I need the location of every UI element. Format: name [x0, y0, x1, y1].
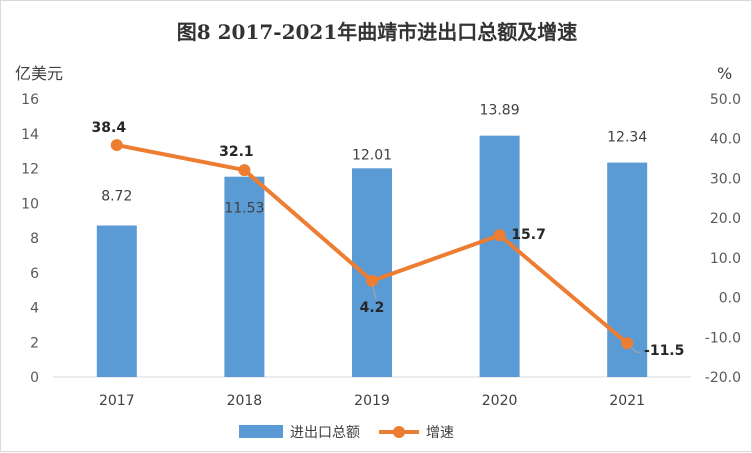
x-axis-tick-label: 2017 — [99, 393, 135, 409]
x-axis-tick-label: 2018 — [227, 393, 263, 409]
leader-line — [629, 345, 642, 353]
line-data-label: 15.7 — [511, 227, 546, 243]
line-data-label: -11.5 — [644, 343, 684, 359]
right-axis-tick-label: 10.0 — [710, 251, 741, 267]
right-axis-tick-label: -10.0 — [705, 330, 741, 346]
bar-data-label: 12.01 — [352, 147, 392, 163]
bar — [352, 168, 392, 377]
line-data-label: 38.4 — [92, 120, 127, 136]
line-point — [366, 274, 378, 287]
line-series — [110, 139, 634, 350]
x-axis-tick-label: 2021 — [609, 393, 645, 409]
legend-label: 进出口总额 — [290, 425, 360, 441]
legend-marker — [393, 426, 405, 438]
bar — [224, 176, 265, 377]
line-point — [110, 139, 123, 152]
left-axis-tick-label: 8 — [30, 231, 39, 247]
right-axis-tick-label: 20.0 — [710, 211, 741, 227]
left-axis-tick-label: 4 — [30, 301, 39, 317]
bar — [96, 225, 137, 377]
leader-line — [371, 283, 377, 300]
line-data-label: 32.1 — [219, 144, 254, 160]
bar-data-label: 11.53 — [224, 201, 264, 217]
line-point — [238, 164, 251, 177]
left-axis-tick-label: 0 — [30, 370, 39, 386]
legend-swatch-bar — [239, 425, 283, 438]
bar — [479, 135, 520, 377]
legend: 进出口总额 增速 — [239, 425, 454, 441]
bar-data-label: 12.34 — [607, 130, 647, 146]
bar-data-label: 8.72 — [101, 188, 132, 204]
right-axis-tick-label: -20.0 — [705, 370, 741, 386]
x-axis-tick-label: 2019 — [354, 393, 390, 409]
bar-series — [96, 135, 648, 377]
right-axis-tick-label: 30.0 — [710, 171, 741, 187]
bar-data-label: 13.89 — [480, 103, 520, 119]
left-axis-tick-label: 12 — [21, 162, 39, 178]
bar-data-labels: 8.72 11.53 12.01 13.89 12.34 — [101, 103, 647, 217]
left-axis-tick-label: 10 — [21, 196, 39, 212]
right-axis-tick-label: 40.0 — [710, 132, 741, 148]
right-axis-unit: % — [717, 64, 732, 83]
line-data-labels: 38.4 32.1 4.2 15.7 -11.5 — [92, 120, 685, 359]
left-axis-unit: 亿美元 — [15, 64, 63, 83]
line-data-label: 4.2 — [360, 300, 385, 316]
left-axis-tick-label: 16 — [21, 92, 39, 108]
axes: 0 2 4 6 8 10 12 14 16 -20.0 -10.0 0.0 10.0 20.0 30.0 40… — [21, 92, 741, 409]
left-axis-tick-label: 14 — [21, 127, 39, 143]
left-axis-tick-label: 2 — [30, 335, 39, 351]
line-point — [493, 229, 506, 242]
chart-title: 图8 2017-2021年曲靖市进出口总额及增速 — [177, 20, 578, 44]
x-axis-tick-label: 2020 — [482, 393, 518, 409]
legend-label: 增速 — [426, 425, 454, 441]
right-axis-tick-label: 50.0 — [710, 92, 741, 108]
left-axis-tick-label: 6 — [30, 266, 39, 282]
right-axis-tick-label: 0.0 — [719, 291, 741, 307]
